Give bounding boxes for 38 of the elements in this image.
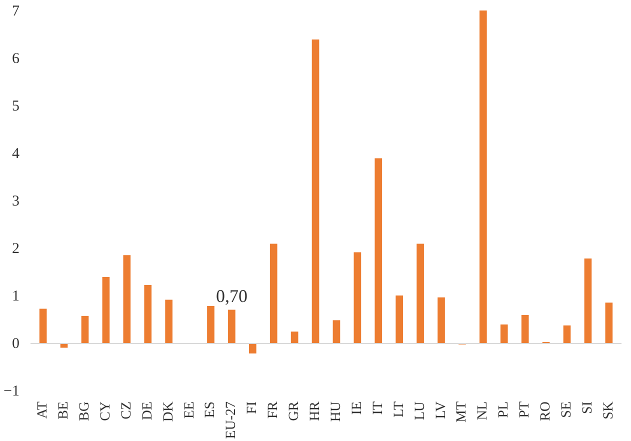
x-tick-label: HU xyxy=(328,401,344,422)
y-tick-label: 6 xyxy=(12,51,20,67)
x-tick-label: AT xyxy=(36,401,51,419)
x-tick-label: CZ xyxy=(119,402,134,420)
x-tick-label: ES xyxy=(203,401,218,418)
x-tick-label: SK xyxy=(601,401,616,420)
x-tick-label: NL xyxy=(476,401,491,420)
y-tick-label: −1 xyxy=(4,384,20,400)
x-tick-label: LT xyxy=(392,401,407,418)
x-tick-label: SE xyxy=(560,401,575,418)
x-tick-label: PT xyxy=(518,401,533,418)
y-tick-label: 2 xyxy=(12,241,20,257)
x-tick-label: EE xyxy=(182,401,198,419)
x-tick-label: SI xyxy=(580,401,596,414)
y-tick-label: 7 xyxy=(12,4,20,20)
y-tick-label: 4 xyxy=(12,146,20,162)
x-tick-label: HR xyxy=(308,400,324,421)
x-tick-label: EU-27 xyxy=(224,401,240,439)
x-tick-label: IE xyxy=(350,401,365,415)
x-tick-label: CY xyxy=(98,401,114,421)
x-tick-label: BG xyxy=(77,401,92,421)
data-label: 0,70 xyxy=(216,286,248,306)
x-tick-label: DK xyxy=(161,401,176,422)
y-tick-label: 1 xyxy=(12,288,20,304)
x-tick-label: PL xyxy=(496,401,512,418)
x-tick-label: IT xyxy=(370,401,386,415)
x-tick-label: LU xyxy=(412,401,428,420)
y-tick-label: 5 xyxy=(12,98,20,114)
x-tick-label: DE xyxy=(140,401,156,420)
x-tick-label: BE xyxy=(56,402,72,420)
x-tick-label: FR xyxy=(266,400,282,419)
x-tick-label: GR xyxy=(287,400,302,421)
x-tick-label: FI xyxy=(245,401,260,414)
x-tick-label: MT xyxy=(454,401,470,422)
y-tick-label: 0 xyxy=(12,336,20,352)
x-tick-label: LV xyxy=(434,401,449,419)
y-tick-label: 3 xyxy=(12,194,20,210)
x-tick-label: RO xyxy=(538,401,554,421)
